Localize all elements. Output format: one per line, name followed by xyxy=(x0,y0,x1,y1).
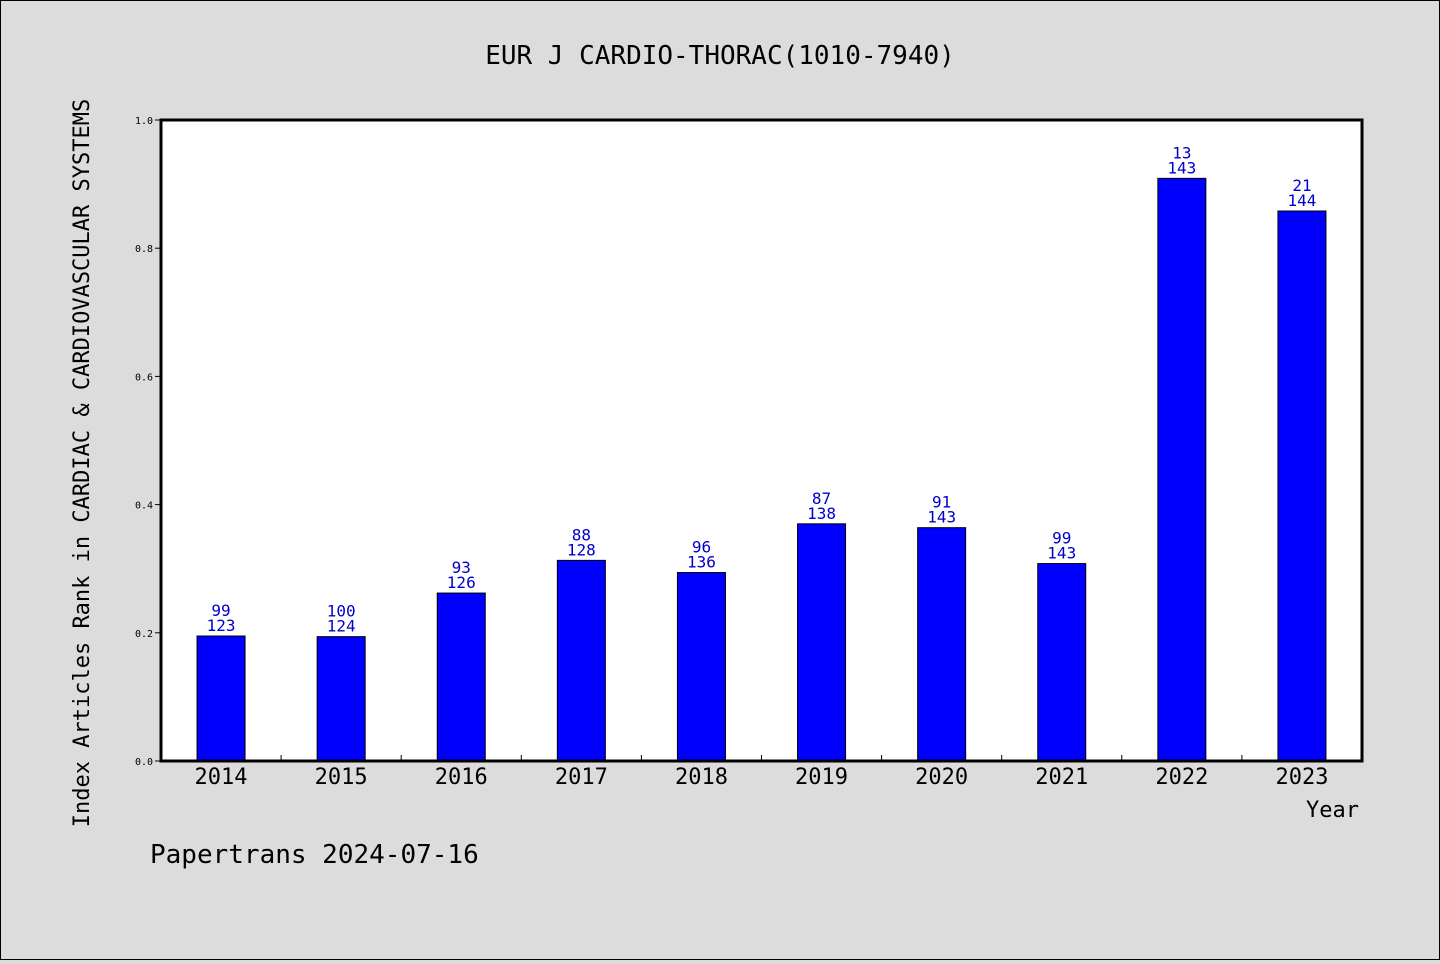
bar-2017 xyxy=(556,559,606,762)
bar-2016 xyxy=(436,592,486,762)
rank-label-2021: 99 xyxy=(1052,529,1071,548)
y-tick-label: 1.0 xyxy=(135,116,153,127)
x-tick-label-2018: 2018 xyxy=(675,765,728,790)
y-tick-label: 0.2 xyxy=(135,629,153,640)
total-label-2018: 136 xyxy=(687,553,716,572)
chart-title: EUR J CARDIO-THORAC(1010-7940) xyxy=(485,41,955,71)
x-tick-label-2020: 2020 xyxy=(915,765,968,790)
rank-label-2017: 88 xyxy=(572,525,591,544)
x-tick-label-2023: 2023 xyxy=(1275,765,1328,790)
x-tick-label-2021: 2021 xyxy=(1035,765,1088,790)
rank-label-2014: 99 xyxy=(211,601,230,620)
total-label-2020: 143 xyxy=(927,508,956,527)
total-label-2016: 126 xyxy=(447,573,476,592)
y-tick-label: 0.6 xyxy=(135,372,153,383)
x-tick-label-2017: 2017 xyxy=(555,765,608,790)
rank-label-2020: 91 xyxy=(932,493,951,512)
total-label-2015: 124 xyxy=(327,617,356,636)
bar-2014 xyxy=(196,635,246,762)
total-label-2019: 138 xyxy=(807,504,836,523)
total-label-2014: 123 xyxy=(207,616,236,635)
rank-label-2022: 13 xyxy=(1172,143,1191,162)
bar-2020 xyxy=(917,527,967,762)
x-tick-label-2014: 2014 xyxy=(195,765,248,790)
rank-label-2016: 93 xyxy=(452,558,471,577)
rank-label-2018: 96 xyxy=(692,538,711,557)
y-axis-label: Index Articles Rank in CARDIAC & CARDIOV… xyxy=(70,99,95,827)
bar-2022 xyxy=(1157,177,1207,762)
bar-2021 xyxy=(1037,563,1087,762)
rank-label-2015: 100 xyxy=(327,602,356,621)
total-label-2017: 128 xyxy=(567,540,596,559)
x-tick-label-2016: 2016 xyxy=(435,765,488,790)
total-label-2023: 144 xyxy=(1287,191,1316,210)
x-tick-label-2022: 2022 xyxy=(1155,765,1208,790)
total-label-2021: 143 xyxy=(1047,544,1076,563)
bar-2018 xyxy=(676,572,726,762)
bar-2015 xyxy=(316,636,366,762)
rank-label-2023: 21 xyxy=(1292,176,1311,195)
plot-border xyxy=(159,118,1364,763)
x-axis-label: Year xyxy=(1306,798,1359,823)
footer-credit: Papertrans 2024-07-16 xyxy=(150,840,479,870)
x-axis-ticks: 2014 2015 2016 2017 2018 2019 2020 2021 2022 2023 xyxy=(195,755,1328,790)
bar-2019 xyxy=(797,523,847,762)
y-tick-label: 0.4 xyxy=(135,501,153,512)
x-tick-label-2019: 2019 xyxy=(795,765,848,790)
y-tick-label: 0.0 xyxy=(135,757,153,768)
rank-label-2019: 87 xyxy=(812,489,831,508)
y-axis-ticks: 0.0 0.2 0.4 0.6 0.8 1.0 xyxy=(135,116,161,768)
x-tick-label-2015: 2015 xyxy=(315,765,368,790)
bars-group xyxy=(196,177,1327,762)
bar-2023 xyxy=(1277,210,1327,762)
y-tick-label: 0.8 xyxy=(135,244,153,255)
total-label-2022: 143 xyxy=(1167,158,1196,177)
